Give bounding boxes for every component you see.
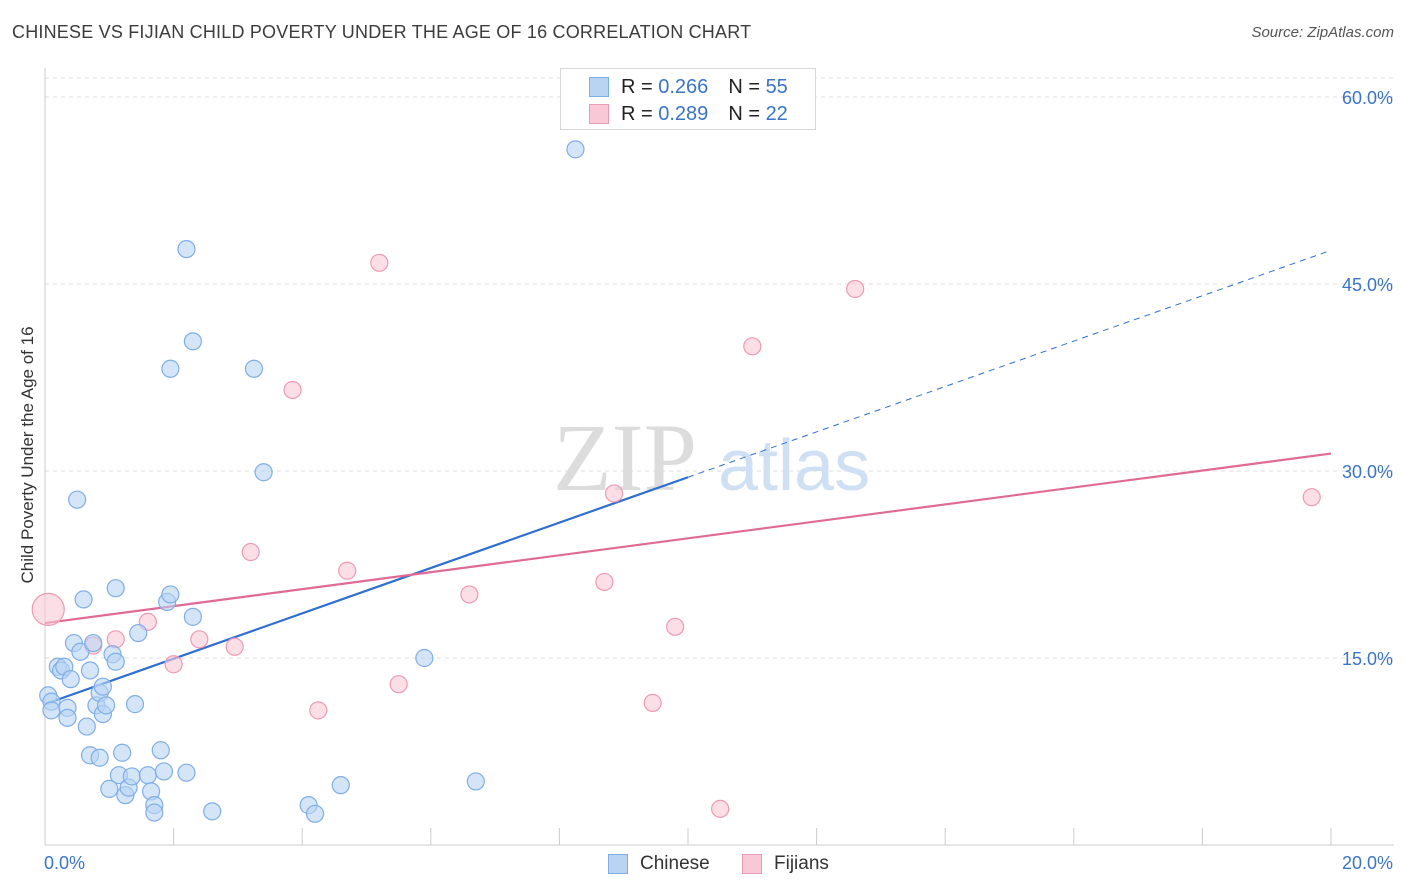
- series-legend-fijians: Fijians: [742, 852, 829, 876]
- series-name-fijians: Fijians: [774, 853, 829, 874]
- chinese-point: [331, 776, 350, 795]
- fijians-swatch: [589, 104, 609, 124]
- fijians-swatch: [742, 854, 762, 874]
- r-value-chinese: 0.266: [658, 75, 709, 98]
- fijians-point: [743, 337, 762, 356]
- fijians-point: [283, 380, 302, 400]
- y-tick-label: 15.0%: [1342, 649, 1393, 669]
- legend-row-fijians: R = 0.289 N = 22: [589, 102, 788, 126]
- chinese-point: [68, 490, 87, 509]
- chinese-point: [161, 585, 180, 604]
- chinese-point: [177, 763, 196, 782]
- chinese-point: [183, 607, 202, 626]
- fijians-point: [460, 585, 479, 604]
- fijians-point: [711, 799, 730, 818]
- fijians-point: [666, 617, 685, 636]
- chinese-point: [177, 239, 196, 259]
- fijians-point: [846, 279, 865, 299]
- fijians-point: [309, 701, 328, 720]
- fijians-point: [190, 630, 209, 649]
- chinese-trend-extension: [687, 249, 1332, 478]
- fijians-point: [1302, 488, 1321, 507]
- chinese-point: [106, 652, 125, 671]
- fijians-point: [595, 572, 614, 592]
- chinese-point: [42, 701, 61, 720]
- chinese-point: [113, 743, 132, 762]
- chinese-point: [145, 803, 164, 822]
- y-tick-label: 30.0%: [1342, 462, 1393, 482]
- stats-legend: R = 0.266 N = 55 R = 0.289 N = 22: [560, 68, 816, 130]
- chinese-point: [566, 140, 585, 159]
- r-label: R =: [621, 75, 653, 98]
- chinese-point: [244, 359, 264, 378]
- x-tick-label: 0.0%: [44, 853, 85, 873]
- chinese-swatch: [608, 854, 628, 874]
- chinese-point: [122, 767, 141, 786]
- fijians-point: [338, 561, 357, 580]
- fijians-trend-line: [44, 452, 1332, 625]
- n-value-chinese: 55: [765, 75, 788, 98]
- watermark-zip: ZIP: [553, 404, 697, 511]
- fijians-points: [31, 253, 1321, 818]
- chinese-point: [84, 633, 103, 653]
- chinese-trend-line: [44, 476, 689, 706]
- chinese-point: [61, 670, 80, 689]
- fijians-point: [604, 484, 624, 503]
- fijians-point: [106, 630, 125, 649]
- chinese-point: [58, 708, 77, 727]
- r-label: R =: [621, 102, 653, 125]
- fijians-point: [643, 693, 662, 712]
- chinese-point: [466, 772, 485, 791]
- chinese-point: [254, 463, 273, 482]
- fijians-point: [164, 655, 183, 674]
- chinese-point: [183, 332, 202, 351]
- chinese-point: [161, 359, 180, 378]
- chinese-point: [106, 579, 125, 598]
- chinese-point: [125, 695, 145, 714]
- chinese-point: [71, 642, 90, 661]
- watermark: ZIP atlas: [553, 404, 870, 511]
- chinese-point: [74, 590, 93, 609]
- chinese-point: [96, 696, 116, 715]
- chinese-point: [100, 779, 119, 799]
- chinese-point: [154, 762, 174, 781]
- chinese-points: [39, 140, 585, 823]
- chinese-point: [93, 677, 112, 696]
- chart-title: CHINESE VS FIJIAN CHILD POVERTY UNDER TH…: [12, 22, 752, 42]
- chinese-point: [151, 741, 170, 760]
- chinese-point: [77, 717, 96, 736]
- chinese-point: [415, 648, 434, 668]
- chinese-point: [80, 661, 100, 680]
- axes: [44, 68, 1394, 846]
- chinese-point: [129, 623, 148, 643]
- trend-lines: [44, 249, 1332, 706]
- y-tick-label: 45.0%: [1342, 275, 1393, 295]
- n-label: N =: [728, 102, 760, 125]
- fijians-point: [370, 253, 389, 272]
- r-value-fijians: 0.289: [658, 102, 709, 125]
- n-value-fijians: 22: [765, 102, 788, 125]
- y-tick-label: 60.0%: [1342, 88, 1393, 108]
- chinese-swatch: [589, 77, 609, 97]
- fijians-point: [31, 592, 65, 626]
- chinese-point: [203, 802, 222, 821]
- watermark-atlas: atlas: [718, 426, 870, 506]
- fijians-point: [389, 675, 408, 694]
- tick-labels: 15.0% 30.0% 45.0% 60.0% 0.0% 20.0%: [44, 88, 1393, 873]
- series-name-chinese: Chinese: [640, 853, 710, 874]
- legend-row-chinese: R = 0.266 N = 55: [589, 75, 788, 99]
- fijians-point: [241, 542, 260, 562]
- fijians-point: [225, 637, 244, 656]
- chinese-point: [305, 804, 325, 823]
- series-legend-chinese: Chinese: [608, 852, 710, 876]
- source-label: Source: ZipAtlas.com: [1251, 24, 1394, 41]
- chinese-point: [138, 766, 157, 785]
- n-label: N =: [728, 75, 760, 98]
- x-tick-label: 20.0%: [1342, 853, 1393, 873]
- chinese-point: [90, 748, 109, 767]
